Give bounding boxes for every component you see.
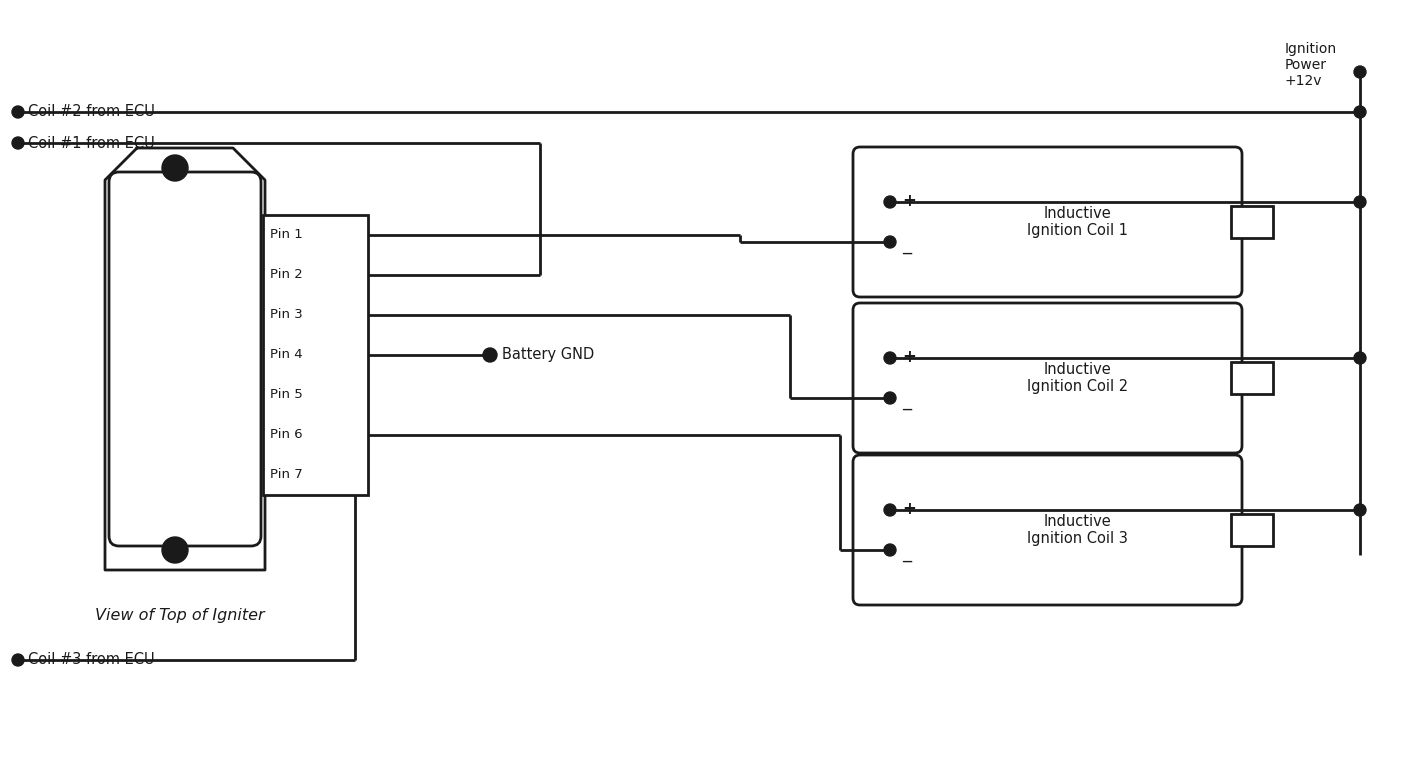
Circle shape [11,137,24,149]
Text: Pin 5: Pin 5 [270,388,303,401]
Circle shape [884,504,897,516]
Text: Coil #1 from ECU: Coil #1 from ECU [28,136,155,151]
Circle shape [884,544,897,556]
Text: Inductive
Ignition Coil 3: Inductive Ignition Coil 3 [1027,514,1128,547]
Text: Coil #3 from ECU: Coil #3 from ECU [28,653,155,668]
Circle shape [884,392,897,404]
FancyBboxPatch shape [853,303,1242,453]
Circle shape [162,537,188,563]
FancyBboxPatch shape [853,147,1242,297]
Text: _: _ [902,392,911,410]
FancyBboxPatch shape [853,455,1242,605]
Text: _: _ [902,544,911,562]
Text: Pin 7: Pin 7 [270,469,303,481]
Circle shape [1354,352,1366,364]
Text: _: _ [902,236,911,254]
Circle shape [884,196,897,208]
Circle shape [483,348,497,362]
Text: Pin 6: Pin 6 [270,428,303,441]
Circle shape [1354,66,1366,78]
Text: Inductive
Ignition Coil 2: Inductive Ignition Coil 2 [1027,362,1128,394]
Text: Coil #2 from ECU: Coil #2 from ECU [28,104,155,120]
FancyBboxPatch shape [109,172,261,546]
Circle shape [162,155,188,181]
Circle shape [1354,504,1366,516]
Bar [1231,362,1273,394]
Bar [1231,514,1273,546]
Circle shape [884,352,897,364]
Text: Pin 2: Pin 2 [270,269,303,282]
Text: Pin 3: Pin 3 [270,309,303,322]
Bar [263,215,368,495]
Circle shape [1354,106,1366,118]
Text: +: + [902,348,917,366]
Text: Ignition
Power
+12v: Ignition Power +12v [1285,42,1337,89]
Text: Pin 1: Pin 1 [270,229,303,241]
Text: Inductive
Ignition Coil 1: Inductive Ignition Coil 1 [1027,206,1128,238]
Circle shape [1354,196,1366,208]
Text: +: + [902,500,917,518]
Circle shape [11,106,24,118]
Circle shape [884,236,897,248]
Circle shape [11,654,24,666]
Bar [1231,206,1273,238]
Text: Battery GND: Battery GND [502,347,594,363]
Text: +: + [902,192,917,210]
Text: View of Top of Igniter: View of Top of Igniter [95,608,264,623]
Text: Pin 4: Pin 4 [270,348,303,362]
